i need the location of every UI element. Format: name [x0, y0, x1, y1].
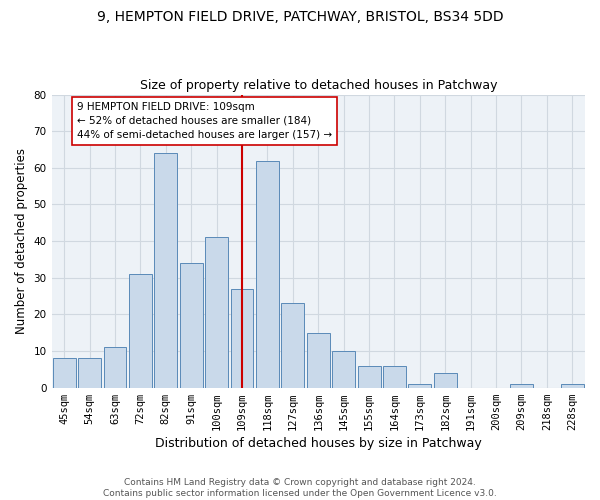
Bar	[53, 358, 76, 388]
Bar	[154, 153, 177, 388]
Bar	[409, 384, 431, 388]
Bar	[383, 366, 406, 388]
Bar	[307, 332, 330, 388]
Bar	[281, 304, 304, 388]
Bar	[180, 263, 203, 388]
Bar	[78, 358, 101, 388]
Title: Size of property relative to detached houses in Patchway: Size of property relative to detached ho…	[140, 79, 497, 92]
Bar	[205, 238, 228, 388]
Bar	[129, 274, 152, 388]
Bar	[230, 289, 253, 388]
Bar	[256, 160, 279, 388]
Bar	[510, 384, 533, 388]
Text: 9 HEMPTON FIELD DRIVE: 109sqm
← 52% of detached houses are smaller (184)
44% of : 9 HEMPTON FIELD DRIVE: 109sqm ← 52% of d…	[77, 102, 332, 140]
Bar	[332, 351, 355, 388]
Bar	[561, 384, 584, 388]
Text: Contains HM Land Registry data © Crown copyright and database right 2024.
Contai: Contains HM Land Registry data © Crown c…	[103, 478, 497, 498]
X-axis label: Distribution of detached houses by size in Patchway: Distribution of detached houses by size …	[155, 437, 482, 450]
Text: 9, HEMPTON FIELD DRIVE, PATCHWAY, BRISTOL, BS34 5DD: 9, HEMPTON FIELD DRIVE, PATCHWAY, BRISTO…	[97, 10, 503, 24]
Y-axis label: Number of detached properties: Number of detached properties	[15, 148, 28, 334]
Bar	[104, 348, 127, 388]
Bar	[434, 373, 457, 388]
Bar	[358, 366, 380, 388]
